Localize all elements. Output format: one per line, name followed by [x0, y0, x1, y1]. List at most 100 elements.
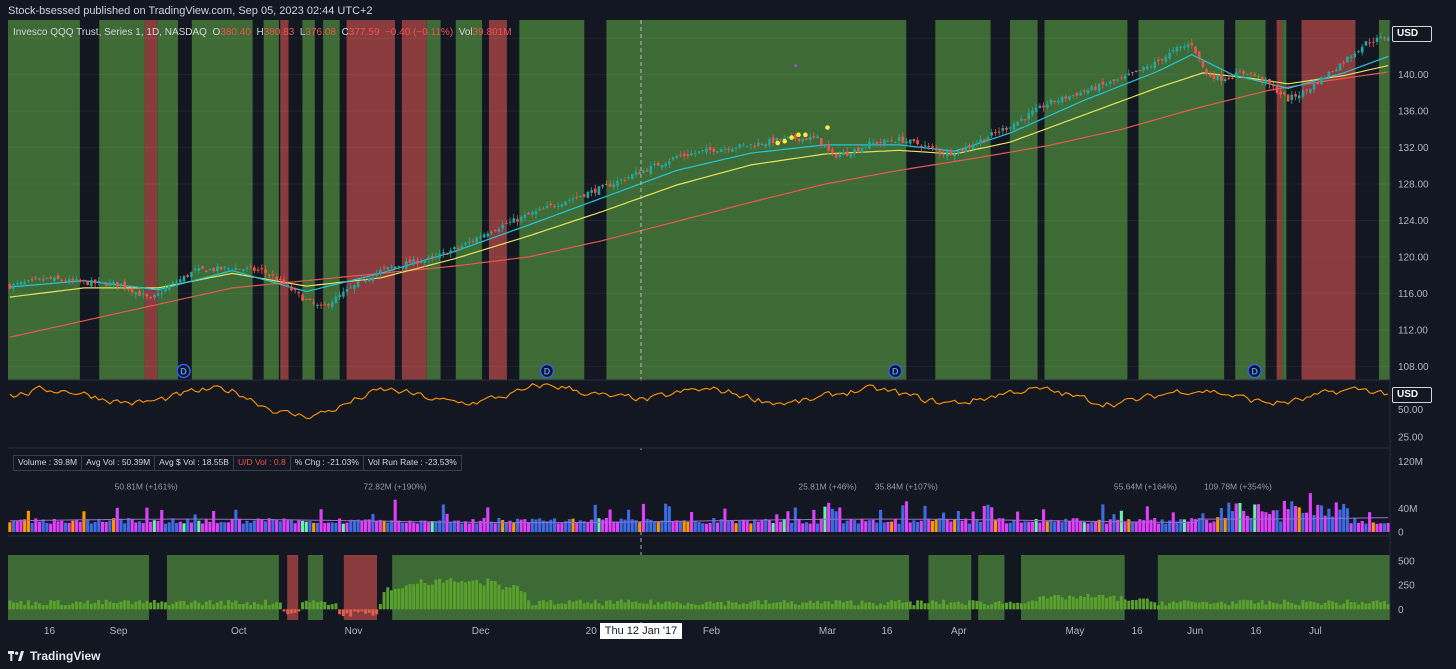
volume-bar — [1382, 523, 1386, 532]
volume-bar — [1268, 514, 1272, 532]
candle-body — [1020, 118, 1023, 121]
candle-body — [141, 293, 145, 295]
oscillator-bar — [1323, 602, 1327, 610]
candle-body — [1149, 66, 1153, 68]
oscillator-bar — [515, 585, 519, 610]
price-zone-bull — [519, 20, 585, 380]
volume-bar — [1093, 521, 1098, 532]
oscillator-bar — [52, 600, 56, 610]
oscillator-bar — [1205, 602, 1209, 610]
candle-body — [382, 267, 386, 269]
volume-bar — [656, 521, 660, 532]
oscillator-bar — [549, 599, 553, 610]
oscillator-bar — [556, 603, 560, 610]
dividend-marker — [887, 363, 903, 379]
oscillator-bar — [1112, 595, 1116, 610]
volume-bar — [567, 519, 571, 532]
candle-body — [319, 304, 323, 306]
candle-body — [1379, 36, 1383, 38]
volume-bar — [1334, 502, 1338, 532]
dividend-marker — [539, 363, 555, 379]
candle-body — [1260, 77, 1264, 82]
rs-axis-label: 50.00 — [1398, 405, 1423, 416]
candle-body — [560, 204, 564, 207]
candle-body — [1127, 73, 1131, 76]
oscillator-bar — [1049, 596, 1053, 610]
candle-body — [734, 147, 738, 149]
oscillator-bar — [1301, 599, 1305, 610]
oscillator-bar — [475, 579, 479, 610]
chart-canvas[interactable]: D D D D 108.00 112.00 116.00 120.00 124.00 128.00… — [0, 20, 1456, 648]
symbol-title: Invesco QQQ Trust, Series 1, 1D, NASDAQ — [13, 27, 207, 38]
oscillator-bar — [1331, 601, 1335, 610]
candle-body — [190, 272, 193, 278]
candle-body — [619, 179, 623, 181]
oscillator-bar — [364, 609, 368, 614]
oscillator-bar — [682, 605, 686, 610]
volume-bar — [134, 522, 138, 532]
oscillator-bar — [401, 588, 405, 610]
volume-bar — [778, 521, 783, 532]
price-zone-bull — [606, 20, 907, 380]
price-axis-label: 140.00 — [1398, 70, 1429, 81]
time-axis-label: 20 — [586, 626, 598, 637]
volume-bar — [615, 521, 620, 532]
candle-body — [119, 283, 123, 285]
volume-bar — [1371, 522, 1375, 532]
volume-bar — [289, 520, 293, 532]
oscillator-bar — [315, 602, 319, 610]
oscillator-bar — [341, 609, 345, 617]
candle-body — [223, 266, 227, 268]
volume-bar — [1075, 518, 1079, 532]
candle-body — [920, 146, 923, 148]
volume-bar — [690, 511, 694, 532]
volume-bar — [1134, 522, 1138, 532]
oscillator-bar — [497, 584, 501, 610]
oscillator-bar — [916, 600, 920, 610]
volume-bar — [764, 518, 768, 532]
candle-body — [816, 136, 819, 139]
candle-body — [193, 268, 197, 271]
candle-body — [1142, 66, 1145, 71]
volume-bar — [1297, 507, 1301, 532]
currency-badge-price[interactable]: USD — [1392, 26, 1432, 42]
volume-bar — [897, 523, 901, 532]
volume-bar — [238, 518, 242, 532]
oscillator-bar — [312, 600, 316, 610]
oscillator-zone-bull — [166, 555, 279, 620]
oscillator-bar — [1290, 602, 1294, 610]
volume-bar — [1282, 500, 1286, 532]
price-axis-label: 112.00 — [1398, 325, 1428, 336]
candle-body — [1008, 127, 1012, 129]
oscillator-bar — [927, 603, 931, 610]
volume-axis-label: 40M — [1398, 504, 1417, 515]
oscillator-bar — [623, 602, 627, 610]
oscillator-bar — [901, 602, 905, 610]
oscillator-bar — [182, 600, 186, 610]
candle-body — [682, 153, 686, 157]
change-value: −0.40 (−0.11%) — [384, 27, 454, 38]
oscillator-bar — [490, 581, 493, 610]
low-label: L — [299, 27, 306, 38]
candle-body — [556, 205, 560, 207]
oscillator-bar — [1338, 605, 1342, 610]
currency-badge-rs[interactable]: USD — [1392, 387, 1432, 403]
oscillator-axis-label: 250 — [1398, 581, 1415, 592]
volume-bar — [349, 519, 353, 532]
oscillator-bar — [486, 578, 490, 610]
rs-panel-bg — [8, 382, 1390, 448]
volume-bar — [263, 521, 268, 532]
candle-body — [960, 148, 964, 151]
oscillator-bar — [875, 605, 879, 610]
sma-slow-line — [9, 71, 1389, 338]
candle-body — [764, 143, 767, 147]
candle-body — [371, 277, 375, 281]
volume-bar — [730, 520, 734, 532]
candle-body — [1146, 66, 1149, 70]
oscillator-bar — [215, 602, 219, 610]
candle-body — [631, 174, 634, 179]
oscillator-bar — [664, 601, 668, 610]
volume-bar — [552, 518, 557, 532]
tradingview-brand[interactable]: TradingView — [8, 648, 100, 664]
candle-body — [1116, 79, 1119, 81]
